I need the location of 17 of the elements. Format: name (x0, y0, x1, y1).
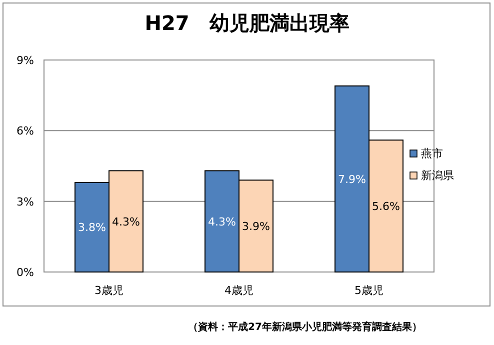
x-tick-label: 4歳児 (224, 284, 254, 297)
legend-label: 新潟県 (421, 169, 454, 182)
data-label: 4.3% (208, 215, 236, 228)
data-label: 3.9% (242, 220, 270, 234)
x-tick-label: 5歳児 (354, 284, 384, 297)
y-tick-label: 9% (16, 54, 34, 67)
data-label: 4.3% (112, 215, 140, 228)
data-label: 7.9% (338, 172, 366, 186)
y-tick-label: 0% (16, 266, 34, 279)
y-tick-label: 3% (16, 195, 34, 208)
data-label: 5.6% (372, 200, 400, 214)
data-label: 3.8% (78, 221, 106, 234)
chart-title: H27 幼児肥満出現率 (144, 11, 350, 35)
legend-label: 燕市 (421, 147, 443, 160)
y-tick-label: 6% (16, 124, 34, 138)
text: （資料：平成27年新潟県小児肥満等発育調査結果） (188, 321, 422, 333)
x-tick-label: 3歳児 (94, 284, 124, 297)
